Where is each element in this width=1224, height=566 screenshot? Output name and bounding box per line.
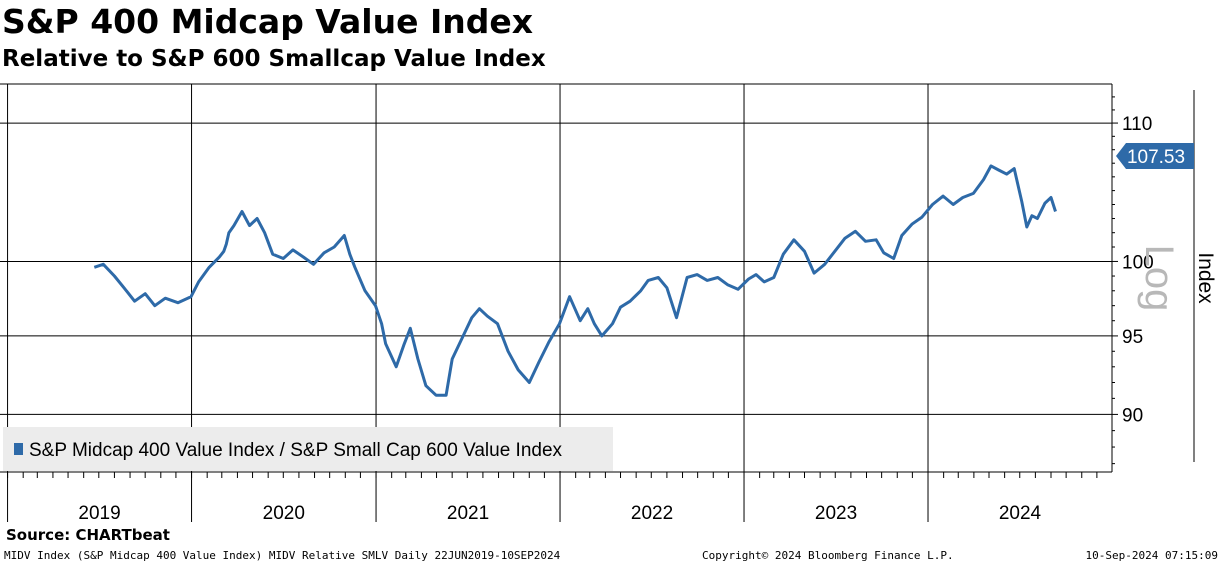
x-tick-label: 2024 xyxy=(999,503,1042,524)
legend-swatch xyxy=(14,443,23,455)
last-value-label: 107.53 xyxy=(1127,147,1185,168)
last-value-layer: 107.53 xyxy=(1116,143,1194,170)
x-tick-label: 2022 xyxy=(631,503,673,524)
series-line xyxy=(93,164,1057,397)
legend-box xyxy=(3,427,613,471)
y-tick-label: 100 xyxy=(1122,252,1154,273)
series-layer xyxy=(93,164,1057,397)
footer-series-info: MIDV Index (S&P Midcap 400 Value Index) … xyxy=(4,549,561,562)
chart-title: S&P 400 Midcap Value Index xyxy=(2,2,534,41)
log-scale-label: Log xyxy=(1137,245,1181,312)
source-note: Source: CHARTbeat xyxy=(6,526,170,544)
footer-copyright: Copyright© 2024 Bloomberg Finance L.P. xyxy=(702,549,954,562)
x-tick-label: 2020 xyxy=(263,503,305,524)
last-value-badge xyxy=(1116,143,1194,170)
x-tick-label: 2021 xyxy=(447,503,489,524)
legend: S&P Midcap 400 Value Index / S&P Small C… xyxy=(3,427,613,471)
footer-timestamp: 10-Sep-2024 07:15:09 xyxy=(1085,549,1218,562)
legend-entry: S&P Midcap 400 Value Index / S&P Small C… xyxy=(29,440,563,461)
x-tick-label: 2019 xyxy=(78,503,120,524)
x-tick-label: 2023 xyxy=(815,503,857,524)
y-tick-label: 110 xyxy=(1122,114,1152,135)
chart-subtitle: Relative to S&P 600 Smallcap Value Index xyxy=(2,46,546,72)
y-tick-label: 95 xyxy=(1122,327,1143,348)
y-tick-label: 90 xyxy=(1122,405,1143,426)
y-axis-title: Index xyxy=(1194,252,1217,304)
